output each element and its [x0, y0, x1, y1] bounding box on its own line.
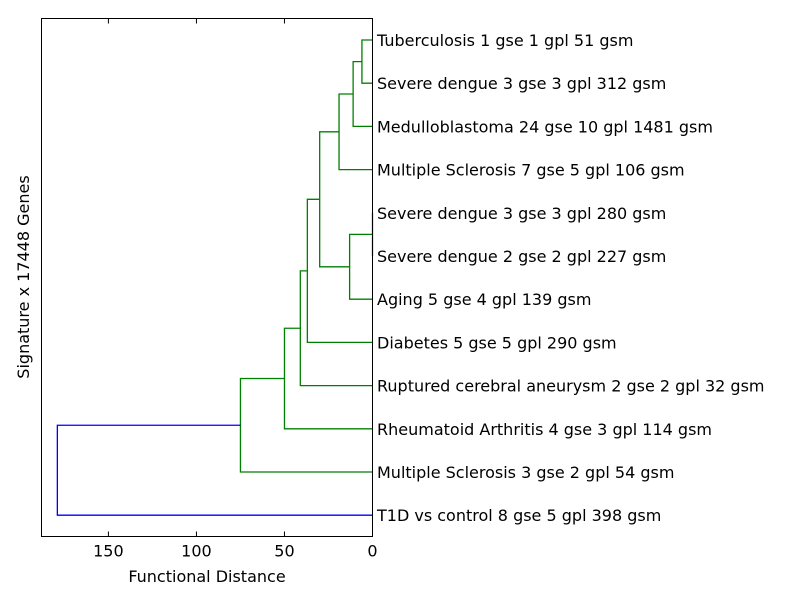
x-tick-label: 0 [367, 542, 377, 561]
leaf-label: T1D vs control 8 gse 5 gpl 398 gsm [376, 506, 661, 525]
dendrogram-links [56, 39, 374, 516]
leaf-label: Multiple Sclerosis 3 gse 2 gpl 54 gsm [377, 463, 674, 482]
leaf-label: Severe dengue 3 gse 3 gpl 312 gsm [377, 74, 666, 93]
leaf-labels: Tuberculosis 1 gse 1 gpl 51 gsm Severe de… [376, 31, 765, 525]
dendrogram-link [338, 93, 373, 171]
leaf-label: Multiple Sclerosis 7 gse 5 gpl 106 gsm [377, 161, 685, 180]
dendrogram-link [352, 60, 373, 128]
dendrogram-link [306, 198, 373, 344]
leaf-label: Severe dengue 3 gse 3 gpl 280 gsm [377, 204, 666, 223]
dendrogram-link [283, 327, 373, 430]
plot-frame [41, 18, 373, 537]
y-axis-title: Signature x 17448 Genes [14, 175, 33, 378]
dendrogram-link [239, 377, 373, 473]
leaf-label: Rheumatoid Arthritis 4 gse 3 gpl 114 gsm [377, 420, 712, 439]
x-axis-title: Functional Distance [128, 567, 285, 586]
dendrogram-link [299, 270, 373, 387]
leaf-label: Diabetes 5 gse 5 gpl 290 gsm [377, 333, 617, 352]
leaf-label: Tuberculosis 1 gse 1 gpl 51 gsm [376, 31, 633, 50]
leaf-label: Severe dengue 2 gse 2 gpl 227 gsm [377, 247, 666, 266]
x-tick-label: 150 [93, 542, 124, 561]
dendrogram-link [56, 424, 373, 516]
leaf-label: Medulloblastoma 24 gse 10 gpl 1481 gsm [377, 117, 713, 136]
x-tick-label: 50 [274, 542, 294, 561]
x-axis-ticks: 150 100 50 0 [93, 18, 378, 561]
dendrogram-link [348, 233, 373, 300]
leaf-label: Ruptured cerebral aneurysm 2 gse 2 gpl 3… [377, 377, 765, 396]
dendrogram-link [319, 131, 350, 268]
leaf-label: Aging 5 gse 4 gpl 139 gsm [377, 290, 591, 309]
x-tick-label: 100 [181, 542, 212, 561]
dendrogram-link [361, 39, 373, 84]
